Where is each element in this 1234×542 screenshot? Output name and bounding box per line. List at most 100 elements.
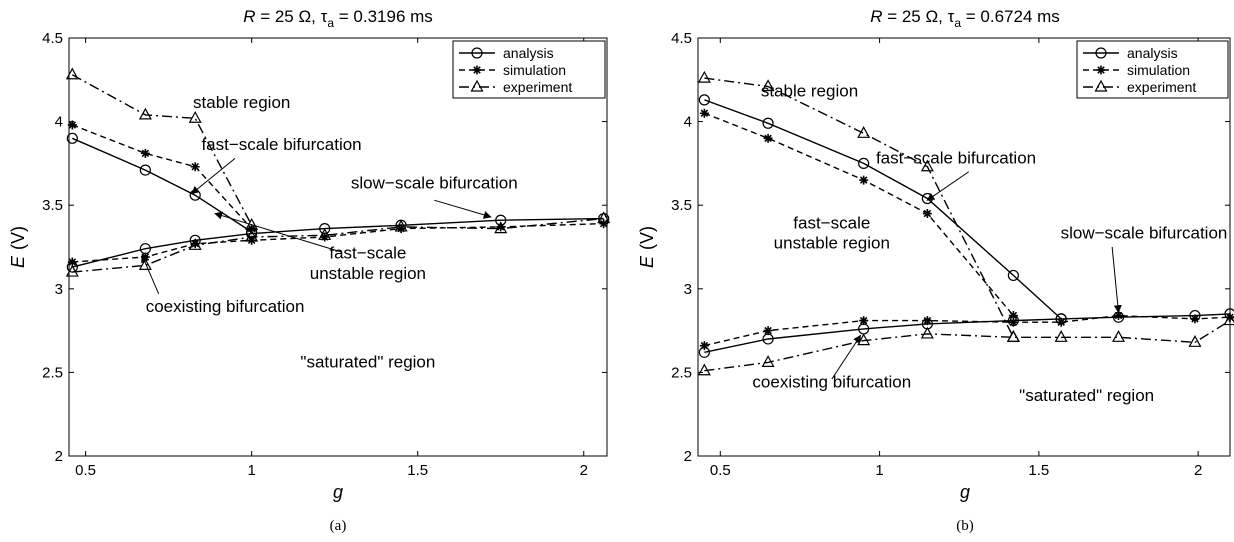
- series-line-simulation: [72, 222, 604, 263]
- chart-panel-b: R = 25 Ω, τa = 0.6724 ms 0.5 1 1.5 2 2 2.5 3 3…: [637, 7, 1234, 534]
- data-point-simulation: [1225, 312, 1234, 322]
- y-tick-label: 4.5: [671, 30, 692, 47]
- data-point-experiment: [761, 79, 775, 92]
- annotation-label: fast−scale bifurcation: [201, 135, 361, 154]
- y-tick-label: 2: [684, 448, 692, 465]
- data-point-experiment: [761, 355, 775, 367]
- series-group-b: [697, 70, 1234, 376]
- data-point-simulation: [190, 239, 200, 249]
- y-tick-label: 3: [55, 281, 63, 298]
- y-tick-label: 2: [55, 448, 63, 465]
- data-point-simulation: [859, 316, 869, 326]
- y-tick-label: 3: [684, 281, 692, 298]
- annotation-label: fast−scale: [793, 214, 870, 233]
- x-tick-label: 1: [875, 462, 883, 479]
- data-point-simulation: [67, 257, 77, 267]
- legend-entry: experiment: [503, 79, 572, 95]
- plot-area-b: [697, 37, 1231, 457]
- series-line-simulation: [72, 124, 253, 230]
- y-tick-label: 3.5: [671, 197, 692, 214]
- chart-title-a: R = 25 Ω, τa = 0.3196 ms: [243, 7, 433, 30]
- data-point-experiment: [318, 228, 332, 240]
- data-point-analysis: [66, 132, 78, 144]
- legend-marker: [1095, 47, 1107, 59]
- chart-panel-a: R = 25 Ω, τa = 0.3196 ms 0.5 1 1.5 2 2 2.5 3 3…: [8, 7, 611, 534]
- plot-area-a: [68, 37, 608, 457]
- y-axis-label-b: E(V): [637, 226, 657, 268]
- y-tick-label: 4: [55, 114, 63, 131]
- y-axis-b: 2 2.5 3 3.5 4 4.5: [671, 30, 1230, 465]
- legend-marker: [470, 79, 484, 92]
- series-line-analysis: [704, 313, 1231, 353]
- x-tick-label: 0.5: [710, 462, 731, 479]
- annotation-label: stable region: [761, 82, 858, 101]
- annotations-a: stable region fast−scale bifurcation slow−…: [141, 93, 518, 371]
- data-point-simulation: [1114, 311, 1123, 321]
- annotation-arrow: [1111, 246, 1122, 314]
- data-point-experiment: [188, 238, 202, 250]
- data-point-simulation: [247, 235, 257, 245]
- panel-caption-a: (a): [330, 518, 347, 534]
- legend-entry: simulation: [1127, 62, 1190, 78]
- data-point-simulation: [763, 326, 773, 336]
- legend-marker: [471, 47, 483, 59]
- data-point-experiment: [1054, 330, 1068, 342]
- annotation-label: unstable region: [310, 264, 426, 283]
- annotation-arrow: [191, 157, 236, 195]
- y-tick-label: 3.5: [42, 197, 63, 214]
- data-point-analysis: [1007, 269, 1019, 282]
- legend-entry: analysis: [503, 45, 554, 61]
- legend-marker: [1096, 65, 1106, 75]
- annotation-label: fast−scale bifurcation: [876, 148, 1036, 167]
- data-point-simulation: [247, 224, 257, 234]
- data-point-simulation: [396, 224, 406, 234]
- data-point-experiment: [697, 363, 711, 376]
- data-point-simulation: [699, 341, 709, 351]
- legend-marker: [1094, 79, 1108, 92]
- x-tick-label: 1.5: [1028, 462, 1049, 479]
- data-point-simulation: [1008, 317, 1018, 327]
- annotation-label: stable region: [193, 93, 290, 112]
- data-point-experiment: [494, 221, 508, 234]
- data-point-experiment: [138, 258, 152, 270]
- data-point-experiment: [245, 229, 259, 242]
- annotation-arrow: [214, 211, 342, 253]
- data-point-simulation: [320, 232, 330, 242]
- legend-entry: analysis: [1127, 45, 1178, 61]
- series-line-analysis: [72, 217, 604, 268]
- y-tick-label: 2.5: [671, 364, 692, 381]
- data-point-simulation: [859, 175, 869, 185]
- series-line-experiment: [704, 77, 1015, 338]
- data-point-simulation: [599, 219, 609, 229]
- data-point-analysis: [858, 157, 870, 169]
- data-point-simulation: [1190, 314, 1200, 324]
- series-line-experiment: [71, 74, 253, 226]
- data-point-experiment: [1006, 330, 1020, 342]
- data-point-simulation: [190, 162, 200, 172]
- data-point-experiment: [697, 70, 711, 83]
- data-point-experiment: [65, 264, 79, 277]
- legend-entry: simulation: [503, 62, 566, 78]
- data-point-simulation: [67, 120, 77, 130]
- y-tick-label: 4.5: [42, 30, 63, 47]
- data-point-simulation: [763, 133, 773, 143]
- annotation-label: fast−scale: [329, 244, 406, 263]
- y-tick-label: 4: [684, 114, 692, 131]
- annotation-arrow: [141, 254, 160, 295]
- x-tick-label: 2: [1194, 462, 1202, 479]
- x-axis-label-b: g: [960, 482, 970, 502]
- y-axis-label-a: E(V): [8, 226, 28, 268]
- annotation-label: slow−scale bifurcation: [1061, 224, 1228, 243]
- annotation-arrow: [926, 171, 970, 201]
- data-point-experiment: [920, 159, 934, 172]
- series-line-analysis: [72, 137, 253, 233]
- legend-marker: [472, 65, 482, 75]
- annotation-label: slow−scale bifurcation: [351, 173, 518, 192]
- data-point-experiment: [1006, 330, 1020, 342]
- series-line-experiment: [704, 320, 1231, 372]
- y-axis-a: 2 2.5 3 3.5 4 4.5: [42, 30, 607, 465]
- data-point-analysis: [762, 117, 774, 129]
- data-point-simulation: [699, 108, 709, 118]
